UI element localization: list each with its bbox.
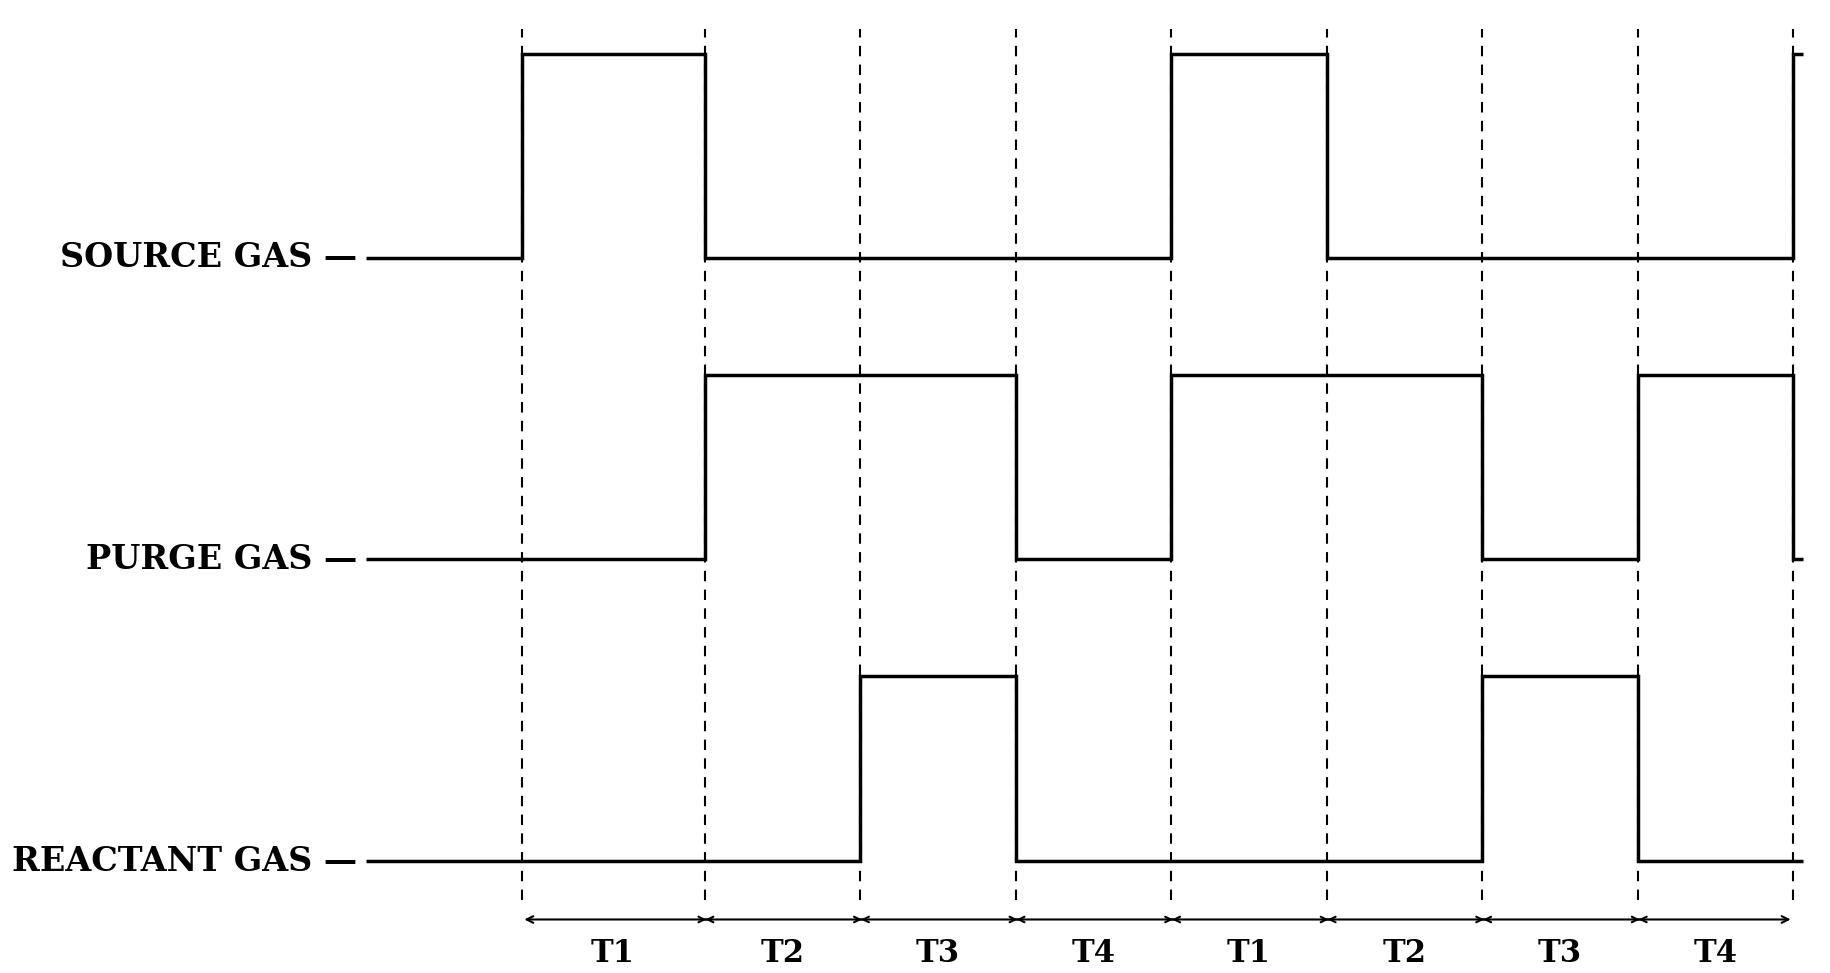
Text: T3: T3 bbox=[915, 938, 961, 969]
Text: T4: T4 bbox=[1071, 938, 1116, 969]
Text: T2: T2 bbox=[1382, 938, 1427, 969]
Text: T3: T3 bbox=[1537, 938, 1583, 969]
Text: PURGE GAS —: PURGE GAS — bbox=[86, 543, 357, 576]
Text: T1: T1 bbox=[1228, 938, 1270, 969]
Text: REACTANT GAS —: REACTANT GAS — bbox=[11, 845, 357, 878]
Text: T4: T4 bbox=[1693, 938, 1738, 969]
Text: SOURCE GAS —: SOURCE GAS — bbox=[60, 241, 357, 274]
Text: T1: T1 bbox=[591, 938, 635, 969]
Text: T2: T2 bbox=[759, 938, 805, 969]
